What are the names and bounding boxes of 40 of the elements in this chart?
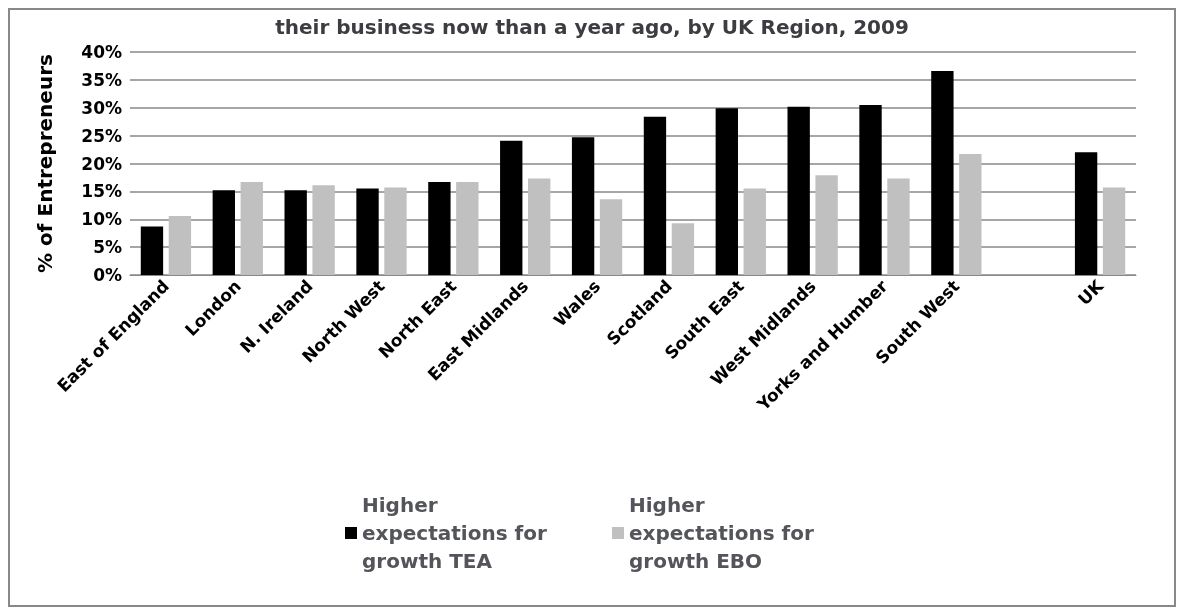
bar	[571, 137, 595, 275]
legend-label: Higher expectations for growth TEA	[362, 493, 554, 573]
y-tick-label: 20%	[81, 153, 122, 174]
y-tick-label: 35%	[81, 69, 122, 90]
bar	[887, 178, 910, 275]
y-tick-label: 10%	[81, 209, 122, 230]
bar	[931, 70, 954, 275]
y-tick-label: 5%	[93, 237, 122, 258]
bar	[671, 223, 695, 275]
y-tick-label: 40%	[81, 42, 122, 62]
y-tick-label: 25%	[81, 125, 122, 146]
bar	[815, 175, 838, 275]
y-axis-title: % of Entrepreneurs	[33, 54, 57, 273]
bar	[599, 199, 623, 275]
bar	[643, 116, 667, 275]
bar	[428, 181, 451, 275]
bar	[384, 187, 407, 275]
bar	[284, 190, 307, 275]
y-tick-label: 15%	[81, 181, 122, 202]
bar	[356, 188, 379, 275]
bar	[500, 140, 523, 275]
x-tick-label: UK	[1073, 275, 1108, 310]
bar	[859, 104, 882, 275]
bar	[240, 181, 263, 275]
chart-title: their business now than a year ago, by UK Region, 2009	[275, 15, 909, 39]
y-tick-label: 0%	[93, 265, 122, 285]
bar	[787, 106, 810, 275]
bar	[715, 108, 738, 275]
bar	[959, 154, 982, 275]
bar	[140, 226, 164, 275]
bar	[212, 190, 235, 275]
bar	[456, 181, 479, 275]
y-tick-label: 30%	[81, 97, 122, 118]
bar	[1074, 152, 1098, 275]
bar	[168, 215, 192, 275]
legend-label: Higher expectations for growth EBO	[629, 493, 821, 573]
bar	[528, 178, 551, 275]
bar	[312, 185, 335, 275]
bar	[743, 188, 766, 275]
bar	[1102, 187, 1126, 275]
